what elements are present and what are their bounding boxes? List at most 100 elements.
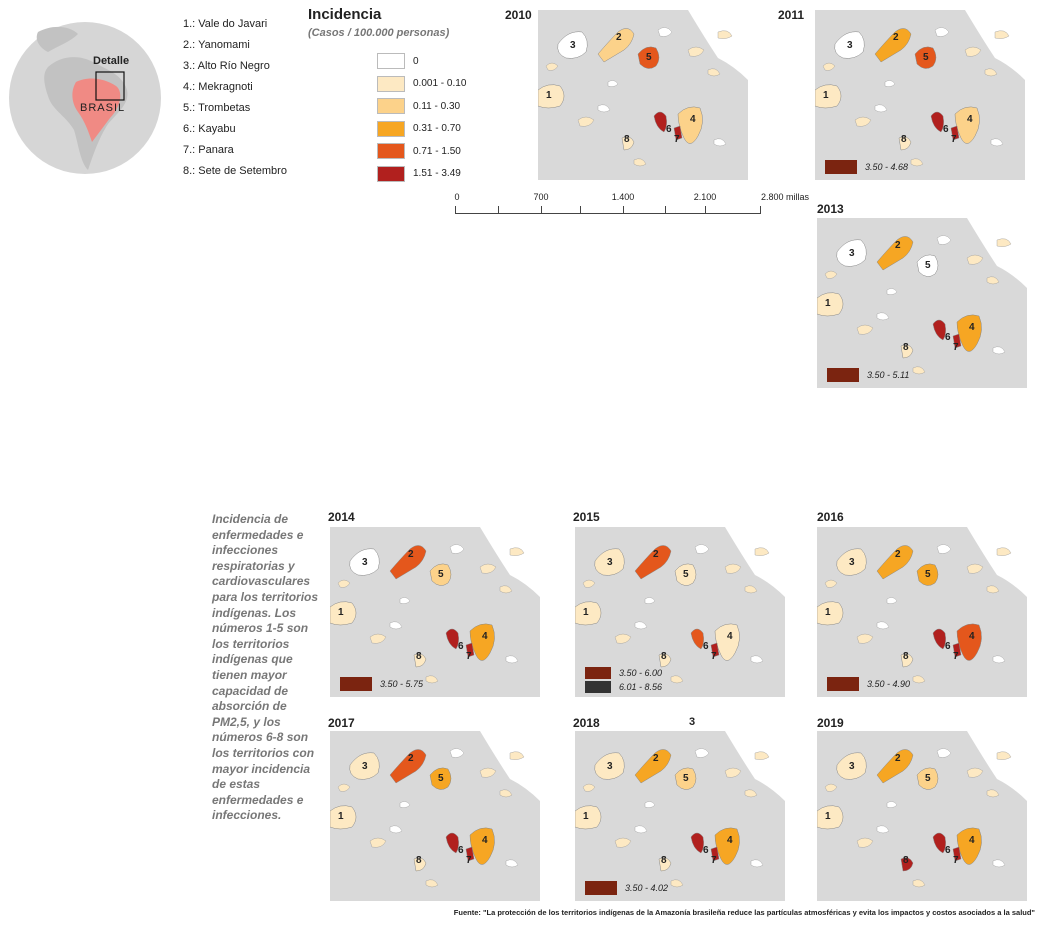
territory-5: [674, 767, 697, 790]
other-territory: [936, 748, 952, 758]
territory-number: 2: [408, 753, 414, 764]
other-territory: [425, 879, 439, 888]
territory-number: 1: [825, 607, 831, 618]
other-territory: [577, 116, 595, 127]
territory-5: [429, 767, 452, 790]
extra-class: 3.50 - 5.75: [340, 677, 423, 691]
territory-number: 3: [847, 40, 853, 51]
territory-1: [330, 601, 357, 626]
territory-number: 5: [925, 260, 931, 271]
other-territory: [389, 621, 403, 630]
territory-8: [898, 136, 912, 151]
territory-2: [597, 28, 635, 63]
territory-1: [538, 84, 565, 109]
territory-6: [932, 832, 946, 854]
territory-number: 5: [925, 569, 931, 580]
territory-3: [836, 239, 867, 267]
territory-number: 5: [923, 52, 929, 63]
territory-5: [429, 563, 452, 586]
extra-class-swatch: [585, 881, 617, 895]
locator-map: Detalle BRASIL: [8, 12, 163, 177]
territory-2: [876, 545, 914, 580]
territory-8: [621, 136, 635, 151]
territory-number: 7: [466, 651, 472, 662]
territory-1: [817, 805, 844, 830]
territory-number: 1: [825, 811, 831, 822]
other-territory: [425, 675, 439, 684]
other-territory: [449, 748, 465, 758]
territory-number: 8: [901, 134, 907, 145]
other-territory: [713, 138, 727, 147]
territory-number: 6: [703, 641, 709, 652]
other-territory: [505, 655, 519, 664]
territory-number: 5: [683, 569, 689, 580]
territory-key: 1.: Vale do Javari 2.: Yanomami 3.: Alto…: [183, 14, 287, 182]
territory-number: 6: [458, 845, 464, 856]
other-territory: [399, 597, 411, 604]
other-territory: [694, 748, 710, 758]
other-territory: [707, 68, 721, 77]
other-territory: [582, 783, 596, 792]
scale-tick: [760, 206, 761, 214]
legend-label: 0.11 - 0.30: [413, 100, 461, 112]
territory-2: [876, 749, 914, 784]
extra-class-label: 3.50 - 6.00: [619, 668, 663, 678]
territory-6: [932, 319, 946, 341]
territory-number: 1: [338, 607, 344, 618]
extra-class-swatch: [585, 667, 611, 679]
territory-number: 8: [624, 134, 630, 145]
other-territory: [597, 104, 611, 113]
ocean-area: [967, 731, 1027, 801]
other-territory: [634, 825, 648, 834]
scale-tick: [665, 206, 666, 214]
other-territory: [750, 655, 764, 664]
other-territory: [824, 579, 838, 588]
territory-2: [634, 545, 672, 580]
other-territory: [876, 825, 890, 834]
territory-number: 2: [895, 240, 901, 251]
country-label: BRASIL: [80, 102, 126, 114]
map-2018: 1 2 3 4 5 6 7 8 3.50 - 4.02: [575, 731, 785, 901]
other-territory: [996, 547, 1012, 556]
scale-bar-line: [455, 213, 760, 214]
other-territory: [936, 544, 952, 554]
territory-1: [817, 292, 844, 317]
other-territory: [633, 158, 647, 167]
territory-3: [349, 752, 380, 780]
other-territory: [876, 312, 890, 321]
territory-number: 2: [893, 32, 899, 43]
extra-class: 3.50 - 5.11: [827, 368, 909, 382]
other-territory: [992, 346, 1006, 355]
other-territory: [750, 859, 764, 868]
extra-class: 3.50 - 4.02: [585, 881, 668, 895]
other-territory: [824, 783, 838, 792]
territory-number: 6: [945, 641, 951, 652]
other-territory: [874, 104, 888, 113]
territory-number: 2: [616, 32, 622, 43]
territory-number: 8: [416, 651, 422, 662]
territory-3: [834, 31, 865, 59]
extra-class: 3.50 - 4.90: [827, 677, 910, 691]
scale-tick: [580, 206, 581, 214]
other-territory: [856, 324, 874, 335]
territory-7: [465, 642, 475, 658]
scale-tick: [541, 206, 542, 214]
other-territory: [717, 30, 733, 39]
legend-label: 0.31 - 0.70: [413, 123, 461, 135]
territory-3: [557, 31, 588, 59]
territory-number: 3: [570, 40, 576, 51]
year-label: 2015: [573, 510, 600, 524]
other-territory: [499, 585, 513, 594]
territory-7: [465, 846, 475, 862]
map-svg: 1 2 3 4 5 67 8: [815, 10, 1025, 167]
other-territory: [545, 62, 559, 71]
territory-8: [658, 653, 672, 668]
legend-item: 1.51 - 3.49: [377, 163, 466, 186]
territory-number: 3: [849, 557, 855, 568]
other-territory: [369, 633, 387, 644]
territory-number: 1: [825, 298, 831, 309]
scale-label: 1.400: [611, 192, 635, 202]
legend-label: 0.001 - 0.10: [413, 78, 467, 90]
map-2015: 1 2 3 4 5 6 7 8 3.50 - 6.00 6.01 - 8.56: [575, 527, 785, 697]
other-territory: [986, 585, 1000, 594]
